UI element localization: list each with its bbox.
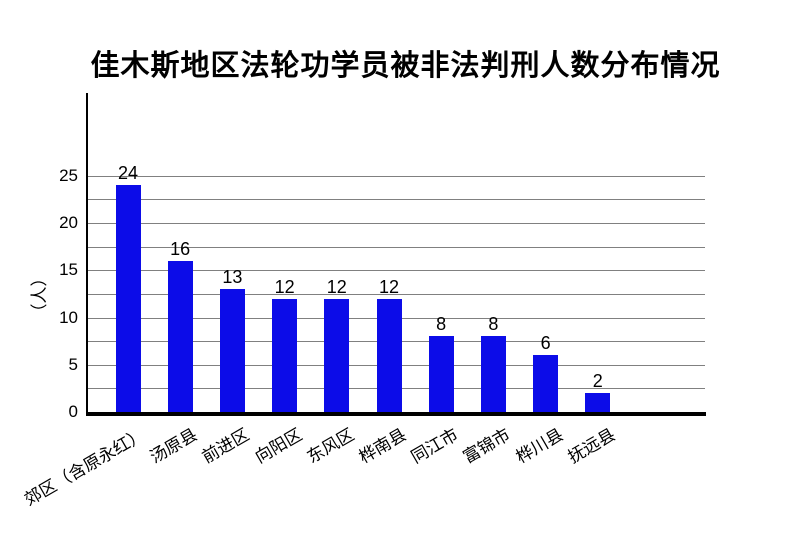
category-label: 桦川县 xyxy=(512,425,567,467)
x-axis-line xyxy=(86,412,706,416)
y-tick-label: 0 xyxy=(68,402,78,421)
category-label: 富锦市 xyxy=(460,425,514,467)
bar-value-label: 6 xyxy=(540,333,551,354)
bar xyxy=(219,289,245,412)
y-tick-label: 25 xyxy=(59,165,78,185)
bar-value-label: 12 xyxy=(274,276,295,297)
category-label: 向阳区 xyxy=(251,425,306,467)
y-tick-label: 20 xyxy=(59,213,78,232)
bar-value-label: 12 xyxy=(378,276,400,297)
bar xyxy=(480,336,506,412)
bar-value-label: 16 xyxy=(170,238,191,259)
bar xyxy=(115,185,141,412)
bar-value-label: 13 xyxy=(222,267,243,288)
gridline xyxy=(88,199,705,201)
category-label: 同江市 xyxy=(408,425,462,467)
y-tick-label: 5 xyxy=(68,354,78,374)
gridline xyxy=(88,293,705,295)
bar-value-label: 8 xyxy=(488,314,499,335)
category-label: 抚远县 xyxy=(564,425,619,467)
gridline xyxy=(88,223,705,224)
category-label: 汤原县 xyxy=(147,425,201,467)
chart-title: 佳木斯地区法轮功学员被非法判刑人数分布情况 xyxy=(90,50,721,82)
bar-value-label: 2 xyxy=(592,371,603,392)
gridline xyxy=(88,175,705,177)
gridline xyxy=(88,270,705,272)
bar xyxy=(428,336,454,412)
gridline xyxy=(88,246,705,248)
bar-value-label: 24 xyxy=(117,163,139,184)
y-axis-line xyxy=(86,93,88,416)
bar xyxy=(272,298,298,412)
bar xyxy=(585,393,611,412)
bar xyxy=(376,298,402,412)
bar-value-label: 8 xyxy=(436,314,447,335)
bar xyxy=(533,355,559,412)
category-label: 东风区 xyxy=(303,425,358,467)
bar xyxy=(167,260,193,412)
category-label: 郊区（含原永红） xyxy=(21,425,149,510)
y-axis-title: （人） xyxy=(30,269,49,321)
bar-value-label: 12 xyxy=(326,276,347,297)
bar xyxy=(324,298,350,412)
y-tick-label: 10 xyxy=(59,307,78,327)
category-label: 桦南县 xyxy=(355,425,410,467)
category-label: 前进区 xyxy=(199,425,253,467)
y-tick-label: 15 xyxy=(59,260,78,280)
